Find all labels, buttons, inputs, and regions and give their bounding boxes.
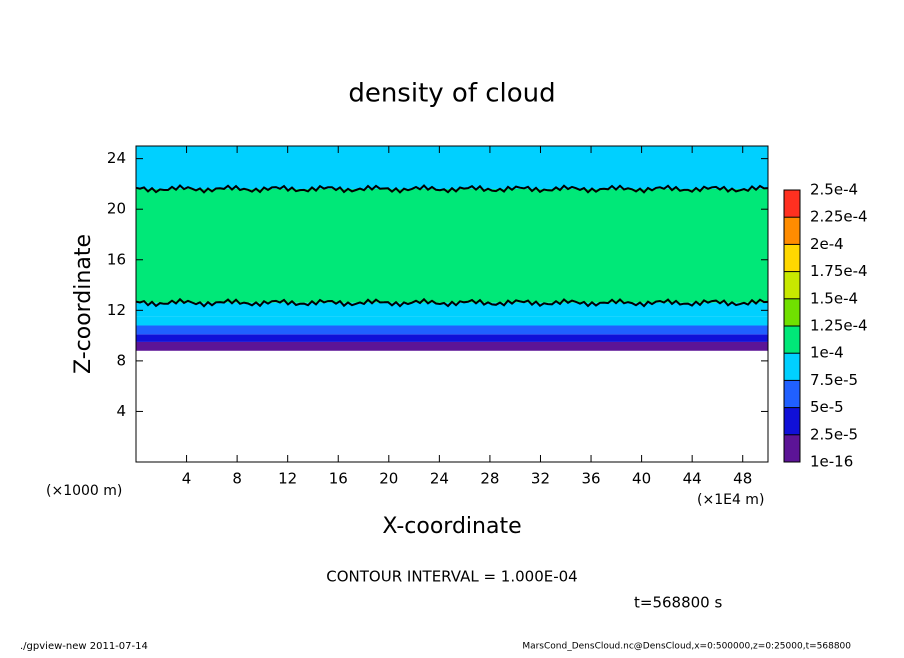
colorbar-label: 2.25e-4	[810, 208, 868, 226]
field-band	[136, 146, 768, 189]
x-unit: (×1E4 m)	[697, 492, 764, 508]
field-band	[136, 325, 768, 335]
x-axis-label: X-coordinate	[382, 514, 521, 539]
colorbar-box	[784, 244, 800, 272]
colorbar-label: 1e-16	[810, 453, 853, 471]
colorbar-box	[784, 298, 800, 326]
colorbar-box	[784, 434, 800, 462]
colorbar-box	[784, 271, 800, 299]
x-tick-label: 28	[480, 470, 499, 488]
y-tick-label: 8	[116, 351, 126, 369]
colorbar-box	[784, 353, 800, 381]
x-tick-label: 44	[683, 470, 702, 488]
x-tick-label: 20	[379, 470, 398, 488]
x-tick-label: 12	[278, 470, 297, 488]
colorbar-label: 2.5e-5	[810, 425, 858, 443]
x-tick-label: 8	[232, 470, 242, 488]
colorbar-label: 1.5e-4	[810, 289, 858, 307]
colorbar-label: 7.5e-5	[810, 371, 858, 389]
y-tick-label: 24	[107, 149, 126, 167]
x-tick-label: 36	[581, 470, 600, 488]
field-band	[136, 341, 768, 351]
colorbar-box	[784, 380, 800, 408]
colorbar-box	[784, 326, 800, 354]
x-tick-label: 48	[733, 470, 752, 488]
x-tick-label: 16	[329, 470, 348, 488]
colorbar-box	[784, 217, 800, 245]
colorbar-box	[784, 190, 800, 218]
x-tick-label: 24	[430, 470, 449, 488]
x-tick-label: 4	[182, 470, 192, 488]
field-band	[136, 316, 768, 326]
y-tick-label: 16	[107, 250, 126, 268]
y-unit: (×1000 m)	[46, 483, 122, 499]
time-label: t=568800 s	[634, 594, 722, 612]
colorbar-label: 2.5e-4	[810, 181, 858, 199]
chart-title: density of cloud	[348, 79, 555, 109]
plot-frame	[135, 145, 769, 463]
y-tick-label: 4	[116, 402, 126, 420]
colorbar-label: 5e-5	[810, 398, 844, 416]
field-band	[136, 302, 768, 317]
footer-left: ./gpview-new 2011-07-14	[20, 641, 148, 652]
contour-line	[135, 297, 769, 308]
y-axis-label: Z-coordinate	[71, 234, 96, 374]
colorbar-label: 2e-4	[810, 235, 844, 253]
y-tick-label: 12	[107, 301, 126, 319]
colorbar-box	[784, 407, 800, 435]
footer-right: MarsCond_DensCloud.nc@DensCloud,x=0:5000…	[522, 642, 851, 652]
contour-line	[135, 184, 769, 194]
x-tick-label: 32	[531, 470, 550, 488]
colorbar-label: 1.25e-4	[810, 317, 868, 335]
colorbar-label: 1e-4	[810, 344, 844, 362]
colorbar-label: 1.75e-4	[810, 262, 868, 280]
y-tick-label: 20	[107, 200, 126, 218]
contour-interval: CONTOUR INTERVAL = 1.000E-04	[326, 568, 577, 586]
field-band	[136, 334, 768, 342]
x-tick-label: 40	[632, 470, 651, 488]
field-band	[136, 188, 768, 303]
